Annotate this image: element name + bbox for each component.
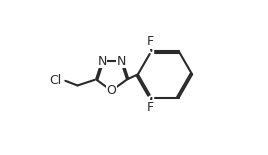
- Text: N: N: [116, 55, 126, 68]
- Text: N: N: [97, 55, 107, 68]
- Text: Cl: Cl: [50, 74, 62, 87]
- Text: O: O: [107, 84, 117, 97]
- Text: F: F: [147, 101, 154, 114]
- Text: F: F: [147, 35, 154, 48]
